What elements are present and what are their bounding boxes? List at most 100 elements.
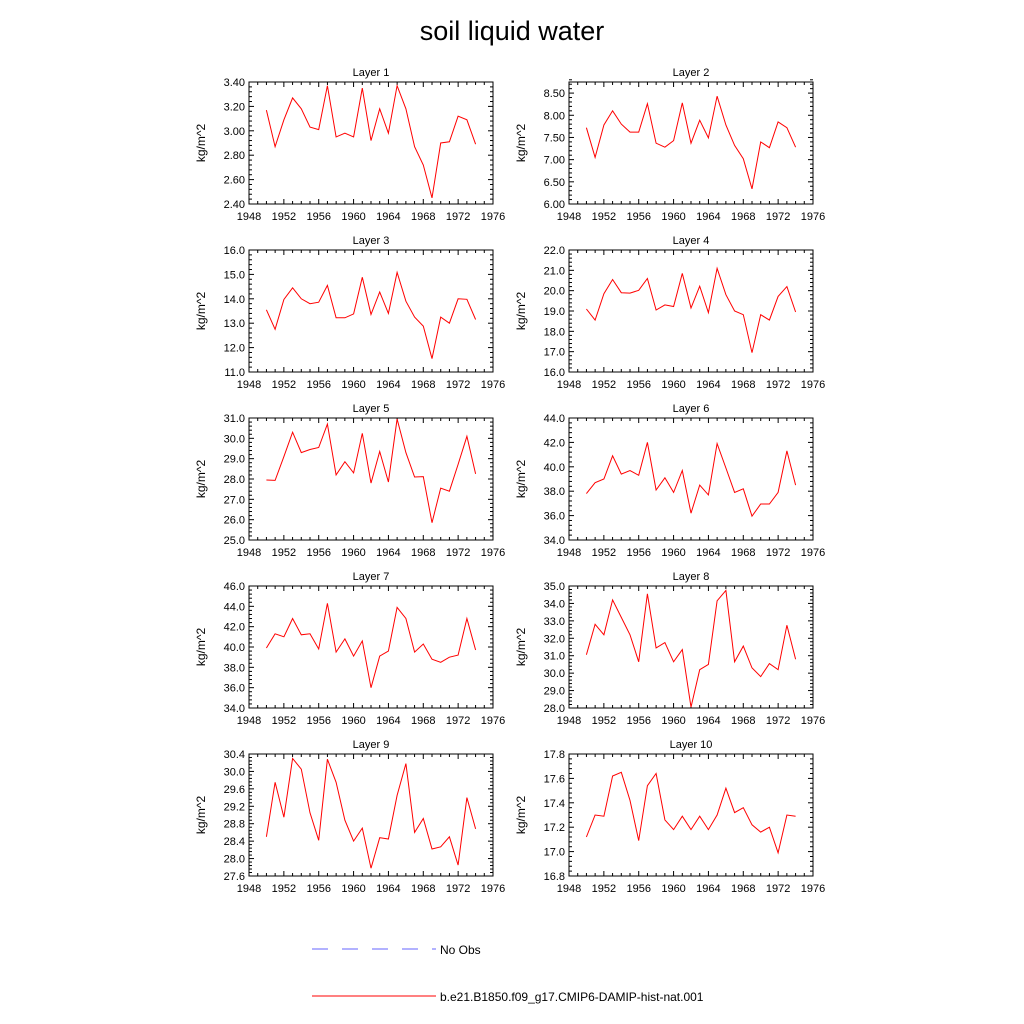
x-tick-label: 1960 <box>341 715 365 727</box>
x-tick-label: 1956 <box>306 547 330 559</box>
y-tick-label: 6.50 <box>544 177 565 189</box>
y-tick-label: 28.4 <box>224 836 245 848</box>
x-tick-label: 1956 <box>306 883 330 895</box>
x-tick-label: 1964 <box>696 715 720 727</box>
panel-2: Layer 2 kg/m^2 1948 1952 1956 1960 1964 1968 197… <box>514 67 825 223</box>
x-tick-label: 1972 <box>446 379 470 391</box>
x-tick-label: 1972 <box>766 715 790 727</box>
y-axis-label: kg/m^2 <box>194 292 208 331</box>
plot-frame <box>568 417 814 541</box>
x-tick-label: 1972 <box>766 883 790 895</box>
figure-title: soil liquid water <box>420 16 605 46</box>
series-line <box>586 266 797 353</box>
x-tick-label: 1948 <box>557 211 581 223</box>
x-tick-label: 1976 <box>481 379 505 391</box>
y-tick-label: 18.0 <box>544 326 565 338</box>
y-tick-label: 3.40 <box>224 77 245 89</box>
y-tick-label: 44.0 <box>544 413 565 425</box>
chart-panels: Layer 1 kg/m^2 1948 1952 1956 1960 1964 1968 197… <box>194 67 825 895</box>
plot-frame <box>568 585 814 709</box>
x-tick-label: 1960 <box>661 211 685 223</box>
x-tick-label: 1956 <box>626 715 650 727</box>
x-tick-label: 1956 <box>626 883 650 895</box>
x-tick-label: 1976 <box>481 883 505 895</box>
y-tick-label: 17.8 <box>544 749 565 761</box>
y-tick-label: 8.00 <box>544 110 565 122</box>
x-tick-label: 1956 <box>626 211 650 223</box>
y-tick-label: 28.8 <box>224 819 245 831</box>
y-tick-label: 21.0 <box>544 265 565 277</box>
y-axis-label: kg/m^2 <box>514 460 528 499</box>
y-tick-label: 16.0 <box>224 245 245 257</box>
y-tick-label: 3.20 <box>224 101 245 113</box>
x-tick-label: 1948 <box>557 715 581 727</box>
y-tick-label: 35.0 <box>544 581 565 593</box>
y-tick-label: 28.0 <box>224 854 245 866</box>
y-tick-label: 46.0 <box>224 581 245 593</box>
x-tick-label: 1952 <box>272 883 296 895</box>
x-tick-label: 1964 <box>696 211 720 223</box>
x-tick-label: 1952 <box>272 547 296 559</box>
y-tick-label: 11.0 <box>224 367 245 379</box>
x-tick-label: 1952 <box>592 715 616 727</box>
x-tick-label: 1960 <box>661 883 685 895</box>
series-line <box>265 603 477 688</box>
y-tick-label: 17.2 <box>544 822 565 834</box>
x-tick-label: 1956 <box>306 211 330 223</box>
y-tick-label: 34.0 <box>544 535 565 547</box>
y-axis-label: kg/m^2 <box>514 124 528 163</box>
x-tick-label: 1956 <box>626 547 650 559</box>
series-line <box>585 589 797 708</box>
panel-title: Layer 8 <box>673 571 710 583</box>
y-tick-label: 40.0 <box>544 462 565 474</box>
panel-6: Layer 6 kg/m^2 1948 1952 1956 1960 1964 1968 197… <box>514 403 825 559</box>
y-tick-label: 27.6 <box>224 871 245 883</box>
y-tick-label: 7.50 <box>544 132 565 144</box>
y-tick-label: 19.0 <box>544 306 565 318</box>
x-tick-label: 1976 <box>481 211 505 223</box>
panel-title: Layer 9 <box>353 739 390 751</box>
y-tick-label: 29.2 <box>224 801 245 813</box>
y-tick-label: 8.50 <box>544 88 565 100</box>
panel-4: Layer 4 kg/m^2 1948 1952 1956 1960 1964 1968 197… <box>514 235 825 391</box>
y-tick-label: 22.0 <box>544 245 565 257</box>
y-tick-label: 17.6 <box>544 773 565 785</box>
x-tick-label: 1968 <box>411 547 435 559</box>
y-tick-label: 38.0 <box>224 662 245 674</box>
y-tick-label: 7.00 <box>544 155 565 167</box>
plot-frame <box>568 753 814 877</box>
x-tick-label: 1948 <box>557 883 581 895</box>
panel-10: Layer 10 kg/m^2 1948 1952 1956 1960 1964 1968 19… <box>514 739 825 895</box>
y-tick-label: 30.0 <box>224 433 245 445</box>
y-tick-label: 13.0 <box>224 318 245 330</box>
x-tick-label: 1976 <box>801 883 825 895</box>
panel-title: Layer 4 <box>673 235 710 247</box>
y-tick-label: 32.0 <box>544 633 565 645</box>
y-tick-label: 34.0 <box>544 598 565 610</box>
x-tick-label: 1948 <box>557 547 581 559</box>
y-tick-label: 2.40 <box>224 199 245 211</box>
x-tick-label: 1948 <box>237 379 261 391</box>
y-tick-label: 6.00 <box>544 199 565 211</box>
x-tick-label: 1952 <box>592 211 616 223</box>
x-tick-label: 1960 <box>661 715 685 727</box>
x-tick-label: 1952 <box>272 379 296 391</box>
x-tick-label: 1968 <box>411 211 435 223</box>
x-tick-label: 1960 <box>341 883 365 895</box>
legend-no-obs-label: No Obs <box>440 943 481 957</box>
x-tick-label: 1972 <box>766 379 790 391</box>
x-tick-label: 1968 <box>411 379 435 391</box>
x-tick-label: 1960 <box>341 379 365 391</box>
series-line <box>266 418 477 523</box>
plot-frame <box>248 81 494 205</box>
x-tick-label: 1972 <box>446 883 470 895</box>
panel-title: Layer 10 <box>670 739 713 751</box>
y-tick-label: 14.0 <box>224 294 245 306</box>
y-axis-label: kg/m^2 <box>194 796 208 835</box>
x-tick-label: 1952 <box>592 883 616 895</box>
panel-3: Layer 3 kg/m^2 1948 1952 1956 1960 1964 1968 197… <box>194 235 505 391</box>
y-tick-label: 16.0 <box>544 367 565 379</box>
y-tick-label: 17.4 <box>544 798 565 810</box>
panel-1: Layer 1 kg/m^2 1948 1952 1956 1960 1964 1968 197… <box>194 67 505 223</box>
